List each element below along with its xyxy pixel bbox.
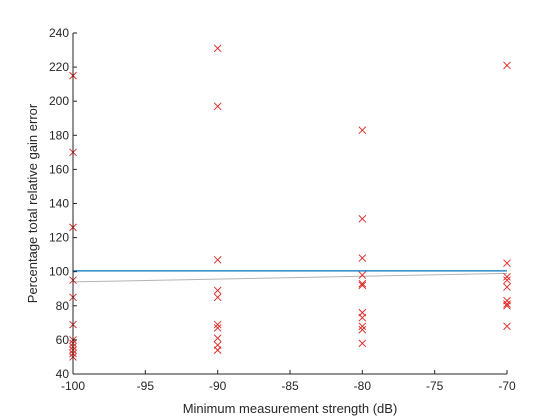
data-point	[503, 259, 511, 267]
data-point	[503, 276, 511, 285]
y-tick-label: 200	[49, 94, 69, 108]
y-tick-label: 100	[49, 265, 69, 279]
y-tick-label: 40	[56, 367, 70, 381]
data-point	[358, 281, 367, 290]
data-point	[503, 283, 511, 291]
x-tick-label: -100	[61, 379, 85, 393]
x-axis-label: Minimum measurement strength (dB)	[183, 401, 398, 416]
data-point	[213, 286, 222, 295]
data-point	[358, 339, 367, 348]
x-tick-label: -80	[354, 379, 372, 393]
x-tick-label: -95	[137, 379, 155, 393]
data-point	[213, 320, 222, 329]
data-point	[358, 271, 367, 279]
y-tick-label: 180	[49, 128, 69, 142]
data-point	[503, 300, 511, 308]
axes	[72, 32, 508, 375]
x-tick-label: -90	[209, 379, 227, 393]
data-point	[213, 346, 222, 354]
data-point	[213, 102, 222, 111]
y-axis-label: Percentage total relative gain error	[25, 103, 40, 303]
data-point	[503, 272, 511, 281]
y-tick-label: 120	[49, 231, 69, 245]
y-tick-label: 60	[56, 333, 70, 347]
data-point	[358, 254, 367, 262]
data-points	[69, 44, 511, 361]
data-point	[213, 293, 222, 302]
y-tick-label: 140	[49, 197, 69, 211]
data-point	[358, 279, 367, 288]
data-point	[213, 324, 222, 332]
x-tick-label: -75	[426, 379, 444, 393]
data-point	[503, 322, 511, 331]
data-point	[213, 255, 222, 264]
fit-line-2	[72, 272, 508, 283]
data-point	[213, 334, 222, 343]
tick-labels: -100 -95 -90 -85 -80 -75 -70 40 60 80 100 120 140 160…	[49, 26, 516, 393]
data-point	[358, 325, 367, 334]
data-point	[503, 301, 511, 310]
data-point	[358, 313, 367, 322]
x-tick-label: -70	[498, 379, 516, 393]
y-tick-label: 80	[56, 299, 70, 313]
data-point	[358, 126, 367, 135]
y-tick-label: 220	[49, 60, 69, 74]
data-point	[503, 61, 511, 70]
data-point	[213, 44, 222, 53]
y-tick-label: 160	[49, 162, 69, 176]
y-tick-label: 240	[49, 26, 69, 40]
fit-lines	[72, 270, 508, 283]
data-point	[358, 215, 367, 223]
x-tick-label: -85	[281, 379, 299, 393]
data-point	[358, 322, 367, 331]
